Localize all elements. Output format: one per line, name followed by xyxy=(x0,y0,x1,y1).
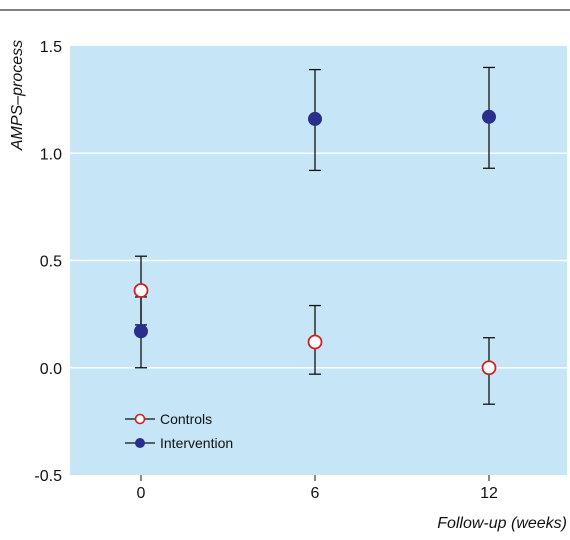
x-tick-label: 12 xyxy=(480,485,498,502)
y-tick-label: 0.5 xyxy=(40,254,62,271)
y-axis: 1.5 1.0 0.5 0.0 -0.5 xyxy=(34,39,62,485)
intervention-point xyxy=(308,111,322,126)
y-axis-title: AMPS–process xyxy=(9,40,26,151)
y-tick-label: -0.5 xyxy=(34,468,62,485)
legend-item-controls: Controls xyxy=(125,411,212,427)
y-tick-label: 1.5 xyxy=(40,39,62,56)
legend-item-intervention: Intervention xyxy=(125,435,233,451)
y-tick-label: 1.0 xyxy=(40,146,62,163)
x-tick-label: 0 xyxy=(137,485,146,502)
legend: Controls Intervention xyxy=(125,411,233,451)
x-axis: 0 6 12 xyxy=(137,475,498,502)
controls-point xyxy=(133,283,149,298)
legend-marker xyxy=(134,413,146,425)
legend-label: Intervention xyxy=(160,435,233,451)
data-series xyxy=(133,66,497,405)
legend-marker xyxy=(135,438,145,448)
controls-point xyxy=(307,334,323,350)
intervention-point xyxy=(482,109,496,124)
legend-label: Controls xyxy=(160,411,212,427)
y-tick-label: 0.0 xyxy=(40,361,62,378)
x-tick-label: 6 xyxy=(311,485,320,502)
x-axis-title: Follow-up (weeks) xyxy=(437,515,567,532)
intervention-point xyxy=(134,324,148,339)
controls-point xyxy=(481,360,497,376)
